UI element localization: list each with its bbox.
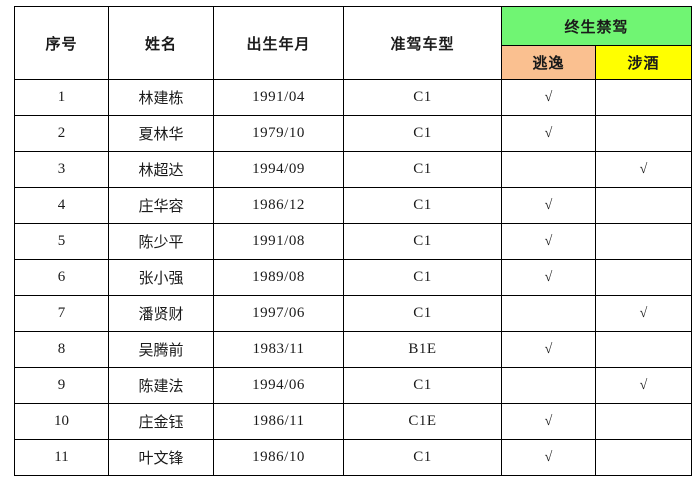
cell-vehicle: B1E	[343, 331, 502, 368]
cell-alcohol-checkmark	[594, 115, 693, 152]
cell-birth: 1997/06	[213, 295, 344, 332]
cell-escape-checkmark: √	[501, 439, 596, 476]
table-row: 3 林超达 1994/09 C1 √	[14, 151, 693, 188]
cell-escape-checkmark: √	[501, 259, 596, 296]
table-row: 10 庄金钰 1986/11 C1E √	[14, 403, 693, 440]
cell-name: 叶文锋	[108, 439, 214, 476]
cell-alcohol-checkmark	[594, 223, 693, 260]
cell-vehicle: C1	[343, 439, 502, 476]
cell-name: 庄华容	[108, 187, 214, 224]
cell-index: 1	[14, 79, 109, 116]
cell-name: 林建栋	[108, 79, 214, 116]
cell-birth: 1986/12	[213, 187, 344, 224]
table-row: 2 夏林华 1979/10 C1 √	[14, 115, 693, 152]
table-row: 5 陈少平 1991/08 C1 √	[14, 223, 693, 260]
cell-vehicle: C1	[343, 115, 502, 152]
cell-name: 林超达	[108, 151, 214, 188]
cell-escape-checkmark	[501, 367, 596, 404]
table-row: 8 吴腾前 1983/11 B1E √	[14, 331, 693, 368]
cell-birth: 1991/04	[213, 79, 344, 116]
header-vehicle: 准驾车型	[343, 6, 502, 80]
cell-escape-checkmark: √	[501, 115, 596, 152]
cell-index: 8	[14, 331, 109, 368]
cell-name: 陈建法	[108, 367, 214, 404]
table-row: 1 林建栋 1991/04 C1 √	[14, 79, 693, 116]
cell-index: 3	[14, 151, 109, 188]
cell-birth: 1994/09	[213, 151, 344, 188]
cell-index: 4	[14, 187, 109, 224]
cell-escape-checkmark: √	[501, 331, 596, 368]
cell-index: 2	[14, 115, 109, 152]
cell-escape-checkmark: √	[501, 79, 596, 116]
cell-alcohol-checkmark	[594, 331, 693, 368]
cell-vehicle: C1	[343, 367, 502, 404]
cell-vehicle: C1	[343, 295, 502, 332]
cell-alcohol-checkmark: √	[594, 151, 693, 188]
cell-birth: 1986/11	[213, 403, 344, 440]
cell-alcohol-checkmark	[594, 259, 693, 296]
cell-index: 6	[14, 259, 109, 296]
header-alcohol: 涉酒	[594, 45, 693, 80]
cell-alcohol-checkmark	[594, 187, 693, 224]
header-escape: 逃逸	[501, 45, 596, 80]
cell-escape-checkmark	[501, 151, 596, 188]
cell-index: 7	[14, 295, 109, 332]
cell-alcohol-checkmark	[594, 403, 693, 440]
header-index: 序号	[14, 6, 109, 80]
header-row-top: 序号 姓名 出生年月 准驾车型 终生禁驾	[14, 6, 693, 80]
cell-alcohol-checkmark	[594, 79, 693, 116]
cell-birth: 1979/10	[213, 115, 344, 152]
cell-index: 5	[14, 223, 109, 260]
cell-vehicle: C1	[343, 151, 502, 188]
cell-vehicle: C1	[343, 187, 502, 224]
cell-birth: 1989/08	[213, 259, 344, 296]
cell-name: 张小强	[108, 259, 214, 296]
table-row: 9 陈建法 1994/06 C1 √	[14, 367, 693, 404]
header-lifetime-ban: 终生禁驾	[500, 6, 693, 46]
header-birth: 出生年月	[213, 6, 344, 80]
table-row: 11 叶文锋 1986/10 C1 √	[14, 439, 693, 476]
cell-escape-checkmark: √	[501, 223, 596, 260]
cell-vehicle: C1	[343, 223, 502, 260]
cell-birth: 1983/11	[213, 331, 344, 368]
cell-vehicle: C1E	[343, 403, 502, 440]
cell-alcohol-checkmark: √	[594, 295, 693, 332]
cell-birth: 1994/06	[213, 367, 344, 404]
cell-escape-checkmark	[501, 295, 596, 332]
cell-index: 11	[14, 439, 109, 476]
cell-vehicle: C1	[343, 79, 502, 116]
cell-name: 庄金钰	[108, 403, 214, 440]
cell-alcohol-checkmark	[594, 439, 693, 476]
header-row-sub: 逃逸 涉酒	[15, 45, 693, 80]
cell-name: 潘贤财	[108, 295, 214, 332]
cell-escape-checkmark: √	[501, 403, 596, 440]
cell-escape-checkmark: √	[501, 187, 596, 224]
cell-vehicle: C1	[343, 259, 502, 296]
cell-name: 陈少平	[108, 223, 214, 260]
cell-birth: 1991/08	[213, 223, 344, 260]
lifetime-ban-table: 序号 姓名 出生年月 准驾车型 终生禁驾 逃逸 涉酒 1 林建栋 1991/04…	[14, 6, 693, 476]
cell-index: 9	[14, 367, 109, 404]
cell-name: 夏林华	[108, 115, 214, 152]
table-row: 7 潘贤财 1997/06 C1 √	[14, 295, 693, 332]
cell-name: 吴腾前	[108, 331, 214, 368]
table-row: 4 庄华容 1986/12 C1 √	[14, 187, 693, 224]
cell-birth: 1986/10	[213, 439, 344, 476]
cell-alcohol-checkmark: √	[594, 367, 693, 404]
cell-index: 10	[14, 403, 109, 440]
table-row: 6 张小强 1989/08 C1 √	[14, 259, 693, 296]
header-name: 姓名	[108, 6, 214, 80]
